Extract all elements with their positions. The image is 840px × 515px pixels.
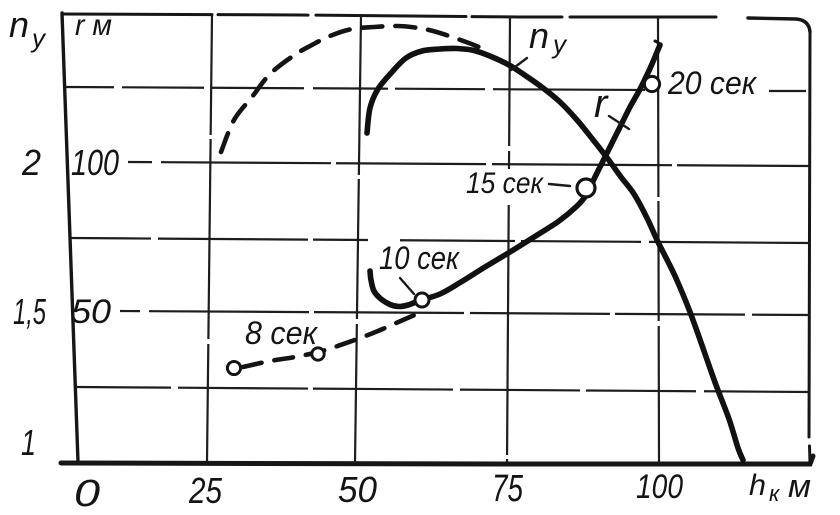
svg-text:100: 100	[636, 468, 683, 506]
svg-text:50: 50	[338, 469, 377, 510]
svg-text:м: м	[788, 468, 811, 504]
svg-text:к: к	[769, 481, 781, 506]
svg-text:100: 100	[71, 142, 119, 183]
svg-text:75: 75	[492, 468, 524, 510]
svg-text:h: h	[749, 469, 766, 502]
svg-text:1: 1	[21, 422, 36, 463]
svg-text:25: 25	[188, 470, 223, 511]
svg-text:15 сек: 15 сек	[466, 167, 545, 200]
svg-text:2: 2	[21, 142, 41, 183]
svg-text:10 сек: 10 сек	[379, 240, 461, 276]
svg-text:8 сек: 8 сек	[245, 315, 319, 351]
svg-text:20 сек: 20 сек	[667, 65, 758, 101]
svg-text:n: n	[529, 15, 549, 56]
svg-text:r м: r м	[75, 9, 112, 42]
svg-text:y: y	[551, 29, 568, 59]
svg-text:50: 50	[71, 293, 111, 331]
svg-text:n: n	[9, 4, 29, 45]
svg-text:r: r	[594, 82, 609, 126]
svg-text:1,5: 1,5	[13, 291, 47, 332]
svg-text:0: 0	[74, 473, 100, 515]
svg-text:y: y	[30, 23, 47, 53]
